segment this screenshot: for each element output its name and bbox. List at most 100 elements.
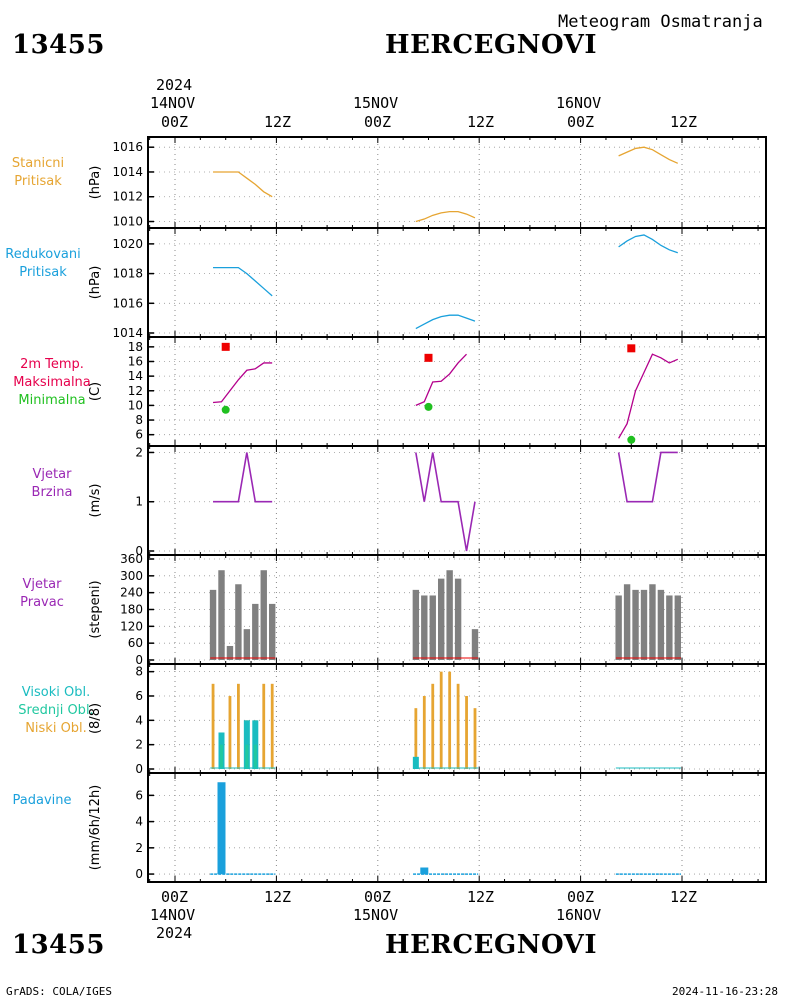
- wind-direction-bar: [471, 629, 479, 660]
- y-tick-label: 300: [120, 569, 143, 583]
- panel3-label-line1: 2m Temp.: [20, 357, 84, 372]
- y-tick-label: 1014: [112, 165, 143, 179]
- wind-direction-bar: [649, 584, 656, 660]
- panel1-label: Stanicni Pritisak: [0, 155, 76, 191]
- panel-frame-4: [147, 445, 767, 556]
- wind-direction-bar: [252, 603, 259, 660]
- niski-obl-bar: [431, 683, 435, 769]
- niski-obl-bar: [270, 683, 274, 769]
- panel7-label-line1: Padavine: [12, 793, 72, 808]
- wind-direction-bar: [623, 584, 631, 660]
- temperatura-series-1: [212, 362, 273, 404]
- top-hour-4: 12Z: [467, 113, 495, 131]
- wind-direction-bar: [666, 595, 673, 660]
- panel6-label-line2: Srednji Obl.: [18, 703, 94, 718]
- panel3-label: 2m Temp. Maksimalna Minimalna: [0, 356, 104, 410]
- panel4-label-line2: Brzina: [31, 485, 73, 500]
- y-tick-label: 4: [135, 713, 143, 727]
- panel2-label-line2: Pritisak: [19, 265, 67, 280]
- y-tick-label: 0: [135, 544, 143, 558]
- top-hour-6: 12Z: [670, 113, 698, 131]
- y-tick-label: 1016: [112, 296, 143, 310]
- panel5-label: Vjetar Pravac: [0, 576, 84, 612]
- top-hour-3: 00Z: [364, 113, 392, 131]
- redukovani_pritisak-series-2: [415, 314, 476, 330]
- bottom-year: 2024: [156, 924, 193, 942]
- y-tick-label: 1018: [112, 267, 143, 281]
- wind-direction-bar: [674, 595, 681, 660]
- panel-frame-7: [147, 772, 767, 883]
- panel-frame-3: [147, 336, 767, 447]
- panel4-unit: (m/s): [88, 484, 103, 518]
- station-name-top: HERCEGNOVI: [385, 30, 597, 60]
- bottom-hour-2: 12Z: [264, 888, 292, 906]
- panel5-label-line1: Vjetar: [22, 577, 62, 592]
- y-tick-label: 240: [120, 586, 143, 600]
- wind-direction-bar: [429, 595, 436, 660]
- bottom-hour-4: 12Z: [467, 888, 495, 906]
- panel6-unit: (8/8): [88, 703, 103, 734]
- y-tick-label: 1: [135, 495, 143, 509]
- wind-direction-bar: [446, 570, 453, 660]
- y-tick-label: 1016: [112, 140, 143, 154]
- bottom-hour-5: 00Z: [567, 888, 595, 906]
- padavine-bar: [217, 782, 226, 875]
- y-tick-label: 16: [128, 354, 143, 368]
- wind-direction-bar: [454, 578, 462, 660]
- stanicni_pritisak-series-2: [415, 210, 476, 223]
- visoki-obl-bar: [412, 756, 419, 769]
- niski-obl-bar: [422, 695, 426, 769]
- niski-obl-bar: [465, 695, 468, 769]
- min-temp-marker: [424, 402, 433, 411]
- max-temp-marker: [424, 353, 433, 362]
- panel-frame-2: [147, 227, 767, 338]
- panel5-label-line2: Pravac: [20, 595, 64, 610]
- y-tick-label: 1010: [112, 215, 143, 229]
- panel6-label: Visoki Obl. Srednji Obl. Niski Obl.: [0, 684, 112, 738]
- y-tick-label: 1012: [112, 190, 143, 204]
- y-tick-label: 18: [128, 340, 143, 354]
- niski-obl-bar: [448, 671, 452, 769]
- panel3-unit: (C): [88, 382, 103, 401]
- y-tick-label: 360: [120, 552, 143, 566]
- y-tick-label: 0: [135, 762, 143, 776]
- max-temp-marker: [221, 342, 230, 351]
- max-temp-marker: [627, 344, 636, 353]
- y-tick-label: 1014: [112, 326, 143, 340]
- y-tick-label: 0: [135, 653, 143, 667]
- y-tick-label: 6: [135, 689, 143, 703]
- panel7-unit: (mm/6h/12h): [88, 785, 103, 871]
- top-date-1: 14NOV: [150, 94, 196, 112]
- wind-direction-bar: [438, 578, 445, 660]
- bottom-hour-1: 00Z: [161, 888, 189, 906]
- wind-direction-bar: [209, 589, 217, 660]
- y-tick-label: 6: [135, 788, 143, 802]
- wind-direction-bar: [218, 570, 225, 660]
- bottom-date-2: 15NOV: [353, 906, 399, 924]
- bottom-hour-6: 12Z: [670, 888, 698, 906]
- panel6-label-line3: Niski Obl.: [25, 721, 87, 736]
- panel-frame-1: [147, 136, 767, 229]
- redukovani_pritisak-series-3: [618, 234, 678, 254]
- wind-direction-bar: [235, 584, 242, 660]
- station-id-top: 13455: [12, 30, 105, 60]
- min-temp-marker: [627, 435, 636, 444]
- top-date-3: 16NOV: [556, 94, 602, 112]
- wind-direction-bar: [412, 589, 420, 660]
- y-tick-label: 6: [135, 428, 143, 442]
- bottom-date-1: 14NOV: [150, 906, 196, 924]
- padavine-bar: [420, 867, 429, 875]
- panel5-unit: (stepeni): [88, 580, 103, 638]
- panel1-label-line2: Pritisak: [14, 174, 62, 189]
- top-date-2: 15NOV: [353, 94, 399, 112]
- stanicni_pritisak-series-3: [618, 146, 679, 164]
- y-tick-label: 12: [128, 384, 143, 398]
- y-tick-label: 120: [120, 619, 143, 633]
- top-hour-5: 00Z: [567, 113, 595, 131]
- y-tick-label: 1020: [112, 237, 143, 251]
- y-tick-label: 4: [135, 815, 143, 829]
- wind-direction-bar: [260, 570, 267, 660]
- srednji-obl-bar: [253, 744, 257, 769]
- wind-direction-bar: [657, 589, 665, 660]
- panel3-label-line2: Maksimalna: [13, 375, 91, 390]
